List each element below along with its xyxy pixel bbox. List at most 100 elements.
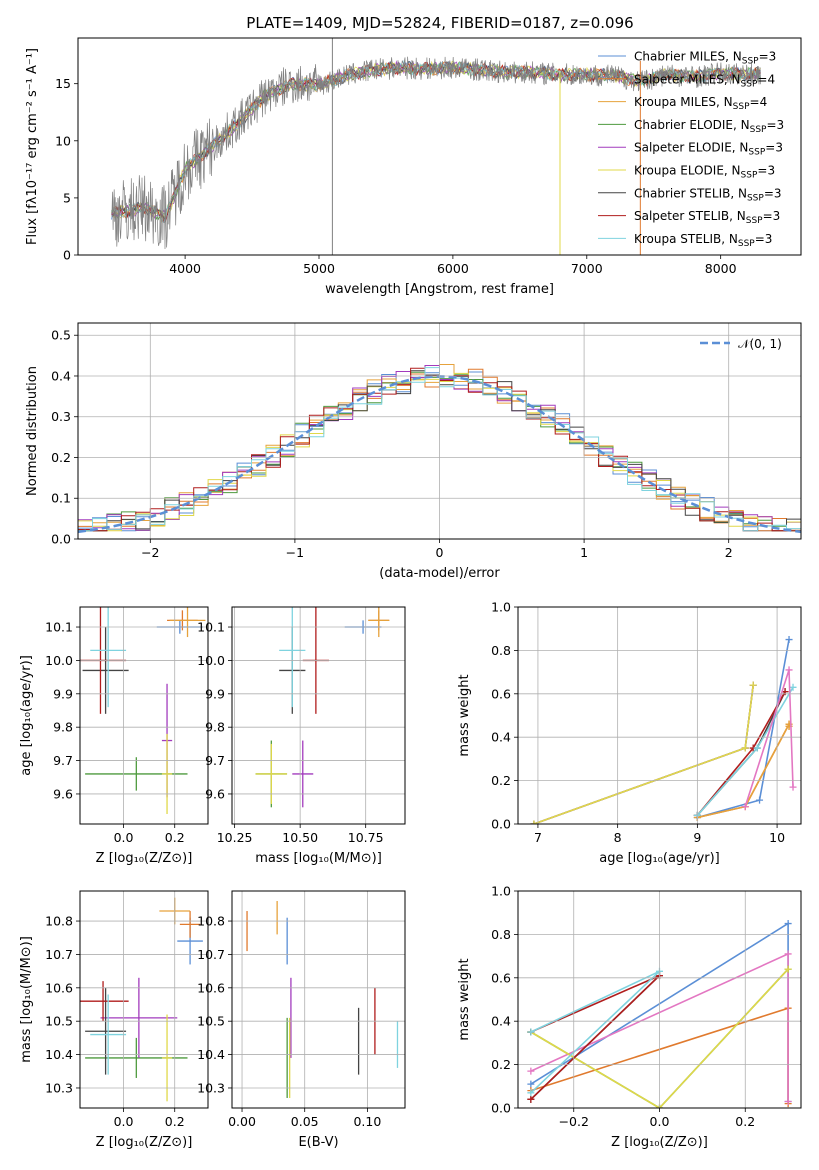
x-axis-label: Z [log₁₀(Z/Z⊙)] xyxy=(96,1135,193,1150)
plot-area-mass-vs-Z xyxy=(80,897,203,1102)
panel-age-vs-Z: 0.0 0.2 9.6 9.7 9.8 9.9 10.0 10.1 Z [log₁₀(Z/Z⊙)… xyxy=(19,606,209,866)
y-tick-label: 0.0 xyxy=(51,532,71,547)
y-tick-label: 0.5 xyxy=(51,328,71,343)
y-tick-label: 10 xyxy=(55,133,71,148)
weight-marker xyxy=(749,681,757,689)
axes-frame xyxy=(231,890,406,1109)
x-axis-label: (data-model)/error xyxy=(379,566,500,581)
panel-massweight-vs-age: 7 8 9 10 0.0 0.2 0.4 0.6 0.8 1.0 age [log₁₀(age/yr… xyxy=(457,600,802,866)
y-axis-label: mass weight xyxy=(457,958,472,1040)
x-tick-label: −0.2 xyxy=(559,1114,589,1129)
legend-entry: Kroupa STELIB, NSSP=3 xyxy=(634,232,772,249)
x-axis-label: wavelength [Angstrom, rest frame] xyxy=(325,282,554,297)
x-axis-label: Z [log₁₀(Z/Z⊙)] xyxy=(611,1135,708,1150)
legend-entry: Salpeter MILES, NSSP=4 xyxy=(634,72,775,89)
y-tick-label: 10.4 xyxy=(45,1047,73,1062)
y-tick-label: 10.7 xyxy=(45,947,73,962)
legend-entry: Kroupa ELODIE, NSSP=3 xyxy=(634,164,775,181)
weight-marker xyxy=(527,1028,535,1036)
x-axis-label: Z [log₁₀(Z/Z⊙)] xyxy=(96,851,193,866)
y-axis-label: mass [log₁₀(M/M⊙)] xyxy=(19,936,34,1063)
x-tick-label: 0.0 xyxy=(650,1114,670,1129)
y-tick-label: 0.2 xyxy=(51,450,71,465)
weight-marker xyxy=(789,683,797,691)
panel-mass-vs-EBV: 0.00 0.05 0.10 10.3 10.4 10.5 10.6 10.7 10.8 E(B-… xyxy=(197,890,406,1150)
y-tick-label: 9.7 xyxy=(205,753,225,768)
y-tick-label: 0.2 xyxy=(491,773,511,788)
y-tick-label: 0.0 xyxy=(491,1101,511,1116)
axes-frame xyxy=(231,606,406,825)
y-tick-label: 9.6 xyxy=(53,786,73,801)
y-tick-label: 10.8 xyxy=(197,914,225,929)
legend-entry: Chabrier ELODIE, NSSP=3 xyxy=(634,118,784,135)
x-tick-label: 7000 xyxy=(571,261,603,276)
y-tick-label: 10.3 xyxy=(197,1080,225,1095)
weight-marker xyxy=(527,1080,535,1088)
x-tick-label: 8000 xyxy=(705,261,737,276)
x-tick-label: 9 xyxy=(693,830,701,845)
axes-frame xyxy=(77,37,802,256)
weight-marker xyxy=(784,920,792,928)
y-tick-label: 9.8 xyxy=(205,720,225,735)
y-tick-label: 0 xyxy=(63,248,71,263)
axes-frame xyxy=(79,890,209,1109)
x-tick-label: 0.2 xyxy=(735,1114,755,1129)
x-tick-label: 1 xyxy=(580,545,588,560)
x-tick-label: 5000 xyxy=(303,261,335,276)
x-tick-label: 0.00 xyxy=(228,1114,256,1129)
axes-frame xyxy=(77,322,802,540)
x-tick-label: 0.2 xyxy=(165,830,185,845)
legend-entry: Salpeter ELODIE, NSSP=3 xyxy=(634,141,783,158)
y-axis-label: Flux [fλ10⁻¹⁷ erg cm⁻² s⁻¹ A⁻¹] xyxy=(25,48,40,245)
x-tick-label: 0.0 xyxy=(114,1114,134,1129)
weight-marker xyxy=(784,950,792,958)
legend: Chabrier MILES, NSSP=3 Salpeter MILES, NS… xyxy=(598,50,784,249)
weight-marker xyxy=(530,820,538,824)
y-tick-label: 15 xyxy=(55,76,71,91)
weight-marker xyxy=(527,1089,535,1097)
weight-marker xyxy=(527,1067,535,1075)
legend-entry: Salpeter STELIB, NSSP=3 xyxy=(634,209,780,226)
legend-entry: 𝒩(0, 1) xyxy=(738,337,782,351)
x-tick-label: 2 xyxy=(725,545,733,560)
y-tick-label: 9.6 xyxy=(205,786,225,801)
legend-entry: Kroupa MILES, NSSP=4 xyxy=(634,95,767,112)
x-axis-label: mass [log₁₀(M/M⊙)] xyxy=(255,851,382,866)
legend-entry: Chabrier MILES, NSSP=3 xyxy=(634,50,776,67)
weight-marker xyxy=(753,744,761,752)
weight-marker xyxy=(789,783,797,791)
x-axis-label: age [log₁₀(age/yr)] xyxy=(599,851,720,866)
y-tick-label: 10.5 xyxy=(197,1014,225,1029)
figure-title: PLATE=1409, MJD=52824, FIBERID=0187, z=0… xyxy=(246,14,633,32)
x-tick-label: 10.25 xyxy=(217,830,253,845)
panel-residuals: −2 −1 0 1 2 0.0 0.1 0.2 0.3 0.4 0.5 (data-model)/er… xyxy=(25,322,802,581)
y-tick-label: 5 xyxy=(63,190,71,205)
x-tick-label: 0 xyxy=(436,545,444,560)
y-tick-label: 0.6 xyxy=(491,970,511,985)
weight-marker xyxy=(785,636,793,644)
model-spectrum-line xyxy=(111,61,761,222)
y-tick-label: 9.9 xyxy=(205,686,225,701)
y-tick-label: 9.8 xyxy=(53,720,73,735)
weight-marker xyxy=(741,744,749,752)
y-tick-label: 10.6 xyxy=(45,980,73,995)
x-tick-label: −1 xyxy=(286,545,304,560)
panel-massweight-vs-Z: −0.2 0.0 0.2 0.0 0.2 0.4 0.6 0.8 1.0 Z [log₁₀(Z/Z… xyxy=(457,884,802,1150)
y-tick-label: 0.4 xyxy=(51,368,71,383)
plot-area-mass-vs-EBV xyxy=(246,901,399,1098)
panel-age-vs-mass: 10.25 10.50 10.75 9.6 9.7 9.8 9.9 10.0 10.1 mass … xyxy=(197,606,406,866)
weight-marker xyxy=(527,1095,535,1103)
y-tick-label: 10.5 xyxy=(45,1014,73,1029)
weight-marker xyxy=(741,803,749,811)
y-tick-label: 10.3 xyxy=(45,1080,73,1095)
y-tick-label: 10.0 xyxy=(197,653,225,668)
y-tick-label: 10.6 xyxy=(197,980,225,995)
y-tick-label: 0.2 xyxy=(491,1057,511,1072)
x-tick-label: 8 xyxy=(614,830,622,845)
y-tick-label: 0.3 xyxy=(51,409,71,424)
legend-entry: Chabrier STELIB, NSSP=3 xyxy=(634,186,782,203)
y-tick-label: 10.8 xyxy=(45,914,73,929)
weight-marker xyxy=(756,796,764,804)
